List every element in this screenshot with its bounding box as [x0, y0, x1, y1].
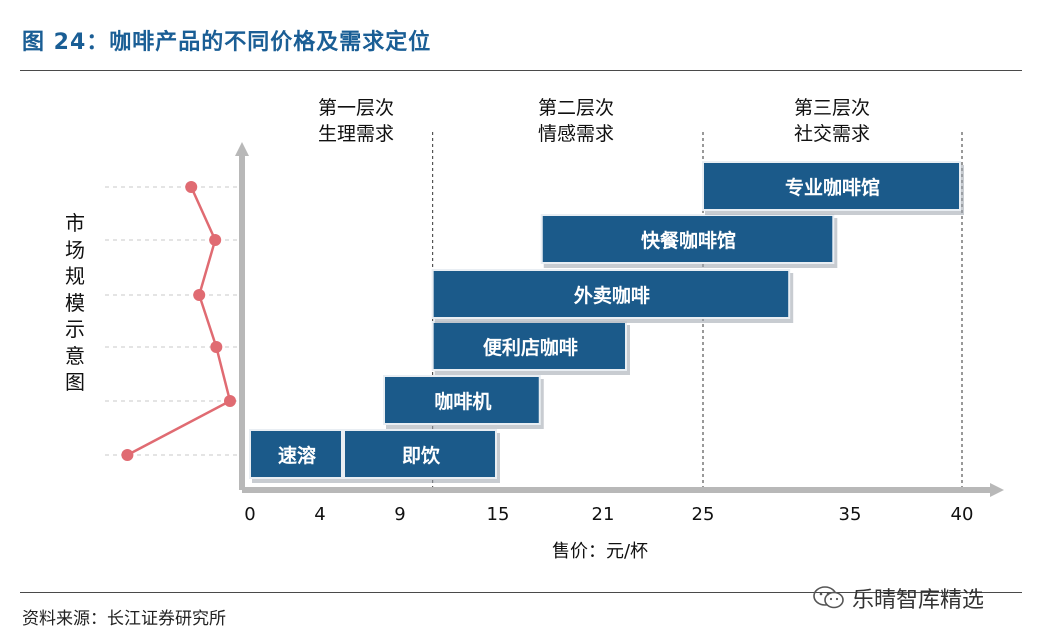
bar-group: 咖啡机: [383, 375, 544, 429]
bar-label: 外卖咖啡: [574, 284, 650, 307]
bottom-rule: [20, 592, 1022, 593]
tier-heading-line2: 社交需求: [794, 123, 870, 145]
bar-label: 专业咖啡馆: [785, 176, 880, 199]
x-tick-label: 4: [314, 504, 325, 525]
x-tick-label: 0: [244, 504, 255, 525]
x-tick-label: 35: [839, 504, 862, 525]
bar-rect: [431, 269, 791, 319]
tier-heading-line1: 第一层次: [318, 97, 394, 119]
bar-label: 即饮: [402, 444, 441, 467]
bar-rect: [249, 429, 343, 479]
bar-group: 便利店咖啡: [431, 321, 630, 375]
x-tick-label: 9: [394, 504, 405, 525]
x-tick-label: 21: [592, 504, 615, 525]
bar-group: 速溶: [249, 429, 346, 483]
y-axis-label-char: 模: [65, 290, 85, 315]
y-axis-label-char: 图: [65, 370, 85, 394]
market-size-point: [185, 181, 198, 193]
bar-rect: [343, 429, 497, 479]
bar-group: 外卖咖啡: [431, 269, 794, 323]
tier-heading-line2: 情感需求: [538, 123, 614, 145]
bar-rect: [383, 375, 541, 425]
figure-title: 图 24：咖啡产品的不同价格及需求定位: [22, 30, 432, 55]
market-size-point: [209, 234, 222, 246]
bar-label: 速溶: [278, 444, 316, 467]
bar-rect: [540, 214, 835, 264]
source-note: 资料来源：长江证券研究所: [22, 609, 226, 629]
y-axis-label-char: 规: [65, 264, 85, 288]
bar-label: 快餐咖啡馆: [641, 229, 736, 252]
y-axis-label-char: 示: [65, 317, 85, 341]
bar-label: 便利店咖啡: [483, 336, 578, 359]
market-size-point: [210, 341, 223, 353]
x-tick-label: 15: [487, 504, 510, 525]
market-size-point: [121, 449, 134, 461]
x-axis-label: 售价：元/杯: [552, 541, 648, 562]
bar-group: 即饮: [343, 429, 500, 483]
watermark: 乐晴智库精选: [812, 582, 984, 614]
bar-group: 专业咖啡馆: [702, 161, 964, 215]
x-tick-label: 40: [951, 504, 974, 525]
x-axis-arrow: [990, 483, 1004, 497]
bar-rect: [702, 161, 961, 211]
y-axis-label: 市场规模示意图: [60, 210, 90, 396]
tier-heading-line2: 生理需求: [318, 123, 394, 145]
bar-label: 咖啡机: [434, 390, 491, 413]
y-axis-label-char: 场: [65, 237, 85, 262]
bar-rect: [431, 321, 627, 371]
tier-heading-line1: 第三层次: [794, 97, 870, 119]
market-size-point: [193, 289, 206, 301]
market-size-point: [224, 395, 236, 407]
tier-heading-line1: 第二层次: [538, 97, 614, 119]
y-axis-label-char: 意: [65, 343, 85, 368]
x-tick-label: 25: [692, 504, 715, 525]
y-axis-arrow: [235, 142, 249, 156]
watermark-text: 乐晴智库精选: [852, 588, 985, 613]
wechat-icon: [813, 586, 844, 609]
bar-group: 快餐咖啡馆: [540, 214, 838, 268]
market-size-line: [126, 186, 232, 457]
y-axis-label-char: 市: [65, 211, 85, 235]
top-rule: [20, 70, 1022, 71]
